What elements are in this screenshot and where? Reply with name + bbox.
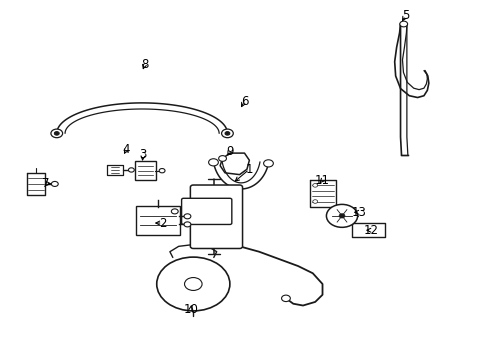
Text: 13: 13 (351, 206, 366, 219)
Circle shape (51, 129, 62, 138)
Circle shape (51, 181, 58, 186)
FancyBboxPatch shape (190, 185, 242, 248)
Circle shape (399, 21, 407, 27)
Circle shape (184, 278, 202, 291)
Circle shape (128, 168, 134, 172)
Text: 7: 7 (41, 177, 49, 190)
Text: 9: 9 (225, 145, 233, 158)
Circle shape (224, 132, 229, 135)
Circle shape (218, 156, 226, 161)
Text: 6: 6 (240, 95, 248, 108)
Circle shape (281, 295, 290, 302)
Circle shape (208, 159, 218, 166)
Circle shape (183, 214, 190, 219)
Text: 10: 10 (183, 303, 198, 316)
Text: 1: 1 (245, 163, 253, 176)
Text: 3: 3 (139, 148, 146, 161)
FancyBboxPatch shape (181, 198, 231, 225)
Circle shape (159, 168, 164, 173)
Circle shape (171, 209, 178, 214)
Circle shape (338, 214, 344, 218)
Circle shape (54, 132, 59, 135)
FancyBboxPatch shape (136, 206, 179, 234)
Text: 5: 5 (401, 9, 408, 22)
Circle shape (312, 200, 317, 203)
Circle shape (263, 160, 273, 167)
FancyBboxPatch shape (135, 161, 156, 180)
Text: 2: 2 (159, 216, 166, 230)
Text: 12: 12 (363, 224, 378, 237)
Circle shape (183, 222, 190, 227)
Circle shape (312, 184, 317, 187)
Text: 8: 8 (141, 58, 148, 71)
Circle shape (221, 129, 233, 138)
Circle shape (326, 204, 357, 227)
Text: 11: 11 (314, 174, 329, 186)
Circle shape (157, 257, 229, 311)
Text: 4: 4 (122, 143, 130, 156)
